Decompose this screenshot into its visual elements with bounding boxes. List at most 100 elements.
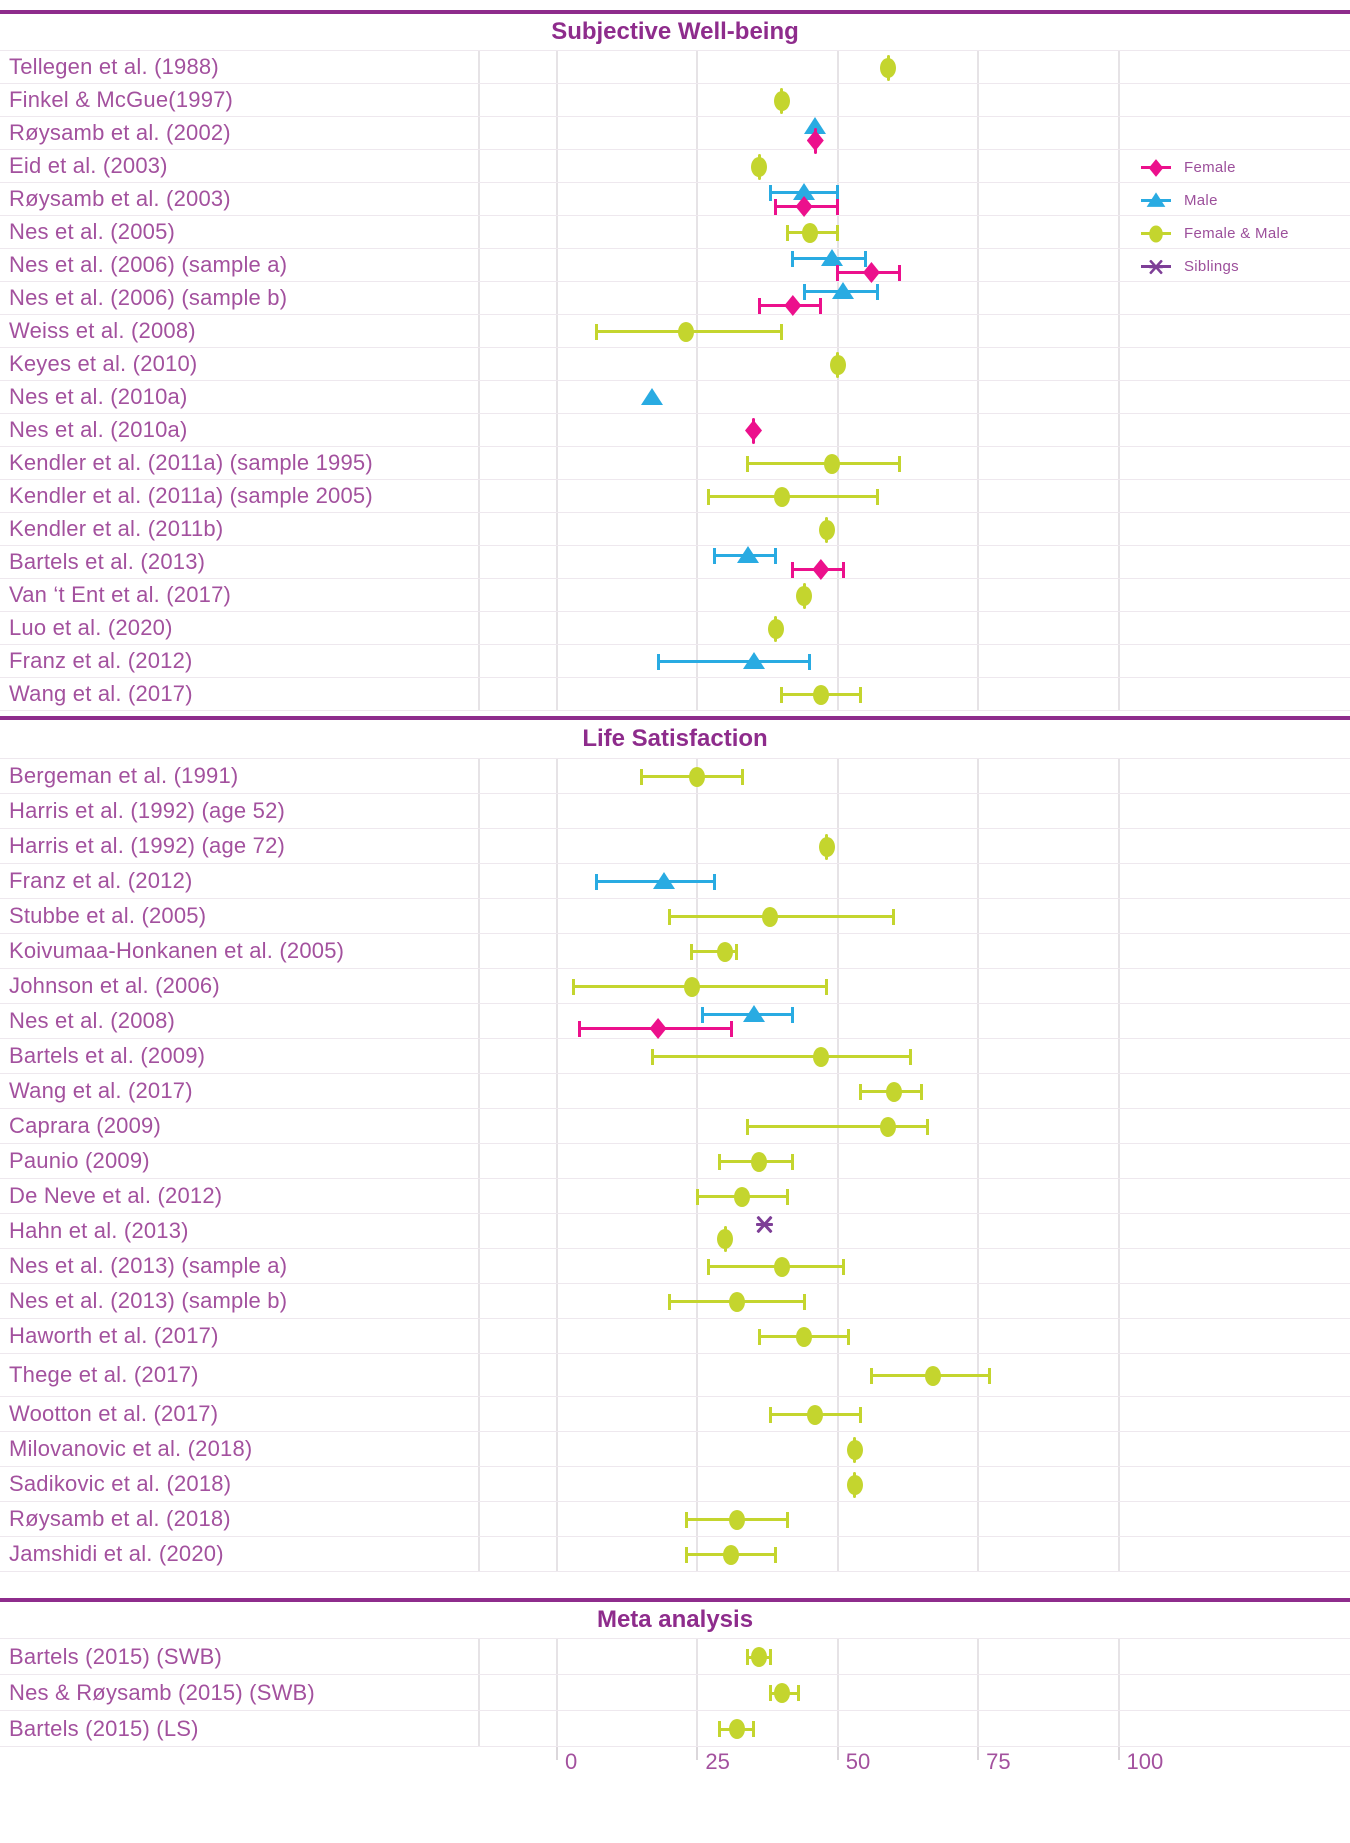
male-triangle-marker bbox=[641, 388, 664, 405]
study-row: Kendler et al. (2011b) bbox=[0, 513, 1350, 546]
study-label: Harris et al. (1992) (age 72) bbox=[9, 833, 286, 858]
study-label: Nes et al. (2005) bbox=[9, 219, 176, 244]
both-sexes-circle-marker bbox=[751, 1151, 768, 1172]
confidence-interval-cap bbox=[667, 1293, 671, 1310]
study-label: Jamshidi et al. (2020) bbox=[9, 1541, 224, 1566]
confidence-interval-cap bbox=[909, 1048, 913, 1065]
confidence-interval-cap bbox=[695, 1188, 699, 1205]
study-label: Johnson et al. (2006) bbox=[9, 973, 220, 998]
confidence-interval-cap bbox=[875, 488, 879, 505]
study-row: Harris et al. (1992) (age 52) bbox=[0, 794, 1350, 829]
forest-plot-chart: Subjective Well-being Tellegen et al. (19… bbox=[0, 14, 1350, 1787]
legend-label: Female & Male bbox=[1184, 225, 1289, 242]
both-sexes-circle-marker bbox=[846, 1474, 863, 1495]
study-label: Milovanovic et al. (2018) bbox=[9, 1436, 253, 1461]
study-row: Johnson et al. (2006) bbox=[0, 969, 1350, 1004]
confidence-interval bbox=[691, 950, 737, 953]
confidence-interval-cap bbox=[707, 1258, 711, 1275]
both-sexes-circle-marker bbox=[773, 1256, 790, 1277]
study-row: Eid et al. (2003) bbox=[0, 150, 1350, 183]
confidence-interval bbox=[747, 462, 900, 465]
male-triangle-marker bbox=[652, 872, 675, 889]
x-axis-tick bbox=[696, 1747, 699, 1760]
study-row: Franz et al. (2012) bbox=[0, 864, 1350, 899]
section-body: Bartels (2015) (SWB) Nes & Røysamb (2015)… bbox=[0, 1638, 1350, 1747]
study-row: Røysamb et al. (2002) bbox=[0, 117, 1350, 154]
both-sexes-circle-marker bbox=[717, 941, 734, 962]
confidence-interval-cap bbox=[752, 1721, 756, 1737]
gridline bbox=[1117, 1639, 1120, 1747]
confidence-interval bbox=[658, 660, 810, 663]
study-row: Nes et al. (2013) (sample a) bbox=[0, 1249, 1350, 1284]
both-sexes-circle-marker bbox=[796, 585, 813, 606]
confidence-interval-cap bbox=[774, 1546, 778, 1563]
study-row: Nes et al. (2005) bbox=[0, 216, 1350, 249]
plot-left-edge-line bbox=[478, 51, 480, 711]
confidence-interval-cap bbox=[841, 1258, 845, 1275]
confidence-interval-cap bbox=[684, 1511, 688, 1528]
gridline bbox=[696, 1639, 699, 1747]
legend-label: Siblings bbox=[1184, 258, 1239, 275]
study-label: Van ‘t Ent et al. (2017) bbox=[9, 582, 232, 607]
study-label: Caprara (2009) bbox=[9, 1113, 161, 1138]
confidence-interval-cap bbox=[729, 1020, 733, 1037]
x-axis-tick-label: 25 bbox=[705, 1749, 730, 1774]
x-axis-tick bbox=[836, 1747, 839, 1760]
both-sexes-circle-marker bbox=[728, 1291, 745, 1312]
study-label: Bartels (2015) (LS) bbox=[9, 1715, 199, 1741]
female-diamond-marker bbox=[649, 1018, 667, 1039]
both-sexes-circle-marker bbox=[801, 222, 818, 243]
confidence-interval-cap bbox=[746, 1118, 750, 1135]
section-title: Subjective Well-being bbox=[551, 18, 799, 45]
confidence-interval-cap bbox=[735, 943, 739, 960]
study-row: Finkel & McGue(1997) bbox=[0, 84, 1350, 117]
both-sexes-circle-marker bbox=[773, 1683, 790, 1703]
study-row: Bergeman et al. (1991) bbox=[0, 759, 1350, 794]
study-label: Røysamb et al. (2018) bbox=[9, 1506, 231, 1531]
study-row: Wang et al. (2017) bbox=[0, 678, 1350, 711]
gridline bbox=[977, 759, 980, 1572]
confidence-interval-cap bbox=[791, 250, 795, 267]
confidence-interval-cap bbox=[780, 323, 784, 340]
study-row: Caprara (2009) bbox=[0, 1109, 1350, 1144]
confidence-interval-cap bbox=[712, 873, 716, 890]
study-row: De Neve et al. (2012) bbox=[0, 1179, 1350, 1214]
confidence-interval bbox=[573, 985, 827, 988]
study-label: Bartels et al. (2013) bbox=[9, 549, 206, 574]
study-label: Harris et al. (1992) (age 52) bbox=[9, 798, 286, 823]
confidence-interval-cap bbox=[768, 1406, 772, 1423]
confidence-interval-cap bbox=[639, 768, 643, 785]
study-row: Paunio (2009) bbox=[0, 1144, 1350, 1179]
study-row: Van ‘t Ent et al. (2017) bbox=[0, 579, 1350, 612]
confidence-interval-cap bbox=[987, 1367, 991, 1384]
both-sexes-circle-marker bbox=[818, 836, 835, 857]
male-triangle-marker bbox=[736, 546, 759, 563]
gridline bbox=[836, 759, 839, 1572]
confidence-interval-cap bbox=[791, 1153, 795, 1170]
section-divider-line bbox=[0, 716, 1350, 720]
study-row: Thege et al. (2017) bbox=[0, 1354, 1350, 1397]
study-row: Jamshidi et al. (2020) bbox=[0, 1537, 1350, 1572]
confidence-interval-cap bbox=[768, 1685, 772, 1701]
both-sexes-circle-marker bbox=[678, 321, 695, 342]
confidence-interval-cap bbox=[841, 561, 845, 578]
confidence-interval-cap bbox=[746, 455, 750, 472]
study-row: Stubbe et al. (2005) bbox=[0, 899, 1350, 934]
legend-item: Siblings bbox=[1141, 250, 1289, 283]
confidence-interval-cap bbox=[656, 653, 660, 670]
study-label: Haworth et al. (2017) bbox=[9, 1323, 219, 1348]
confidence-interval-cap bbox=[774, 198, 778, 215]
study-label: Tellegen et al. (1988) bbox=[9, 54, 219, 79]
female-diamond-marker bbox=[812, 559, 830, 580]
study-row: Nes et al. (2006) (sample b) bbox=[0, 282, 1350, 316]
study-row: Koivumaa-Honkanen et al. (2005) bbox=[0, 934, 1350, 969]
gridline bbox=[696, 51, 699, 711]
gridline bbox=[836, 51, 839, 711]
study-label: Nes et al. (2010a) bbox=[9, 384, 188, 409]
study-label: Keyes et al. (2010) bbox=[9, 351, 198, 376]
both-sexes-circle-marker bbox=[846, 1439, 863, 1460]
male-triangle-marker bbox=[1146, 191, 1166, 207]
study-row: Tellegen et al. (1988) bbox=[0, 51, 1350, 84]
both-sexes-circle-marker bbox=[734, 1186, 751, 1207]
confidence-interval-cap bbox=[796, 1685, 800, 1701]
